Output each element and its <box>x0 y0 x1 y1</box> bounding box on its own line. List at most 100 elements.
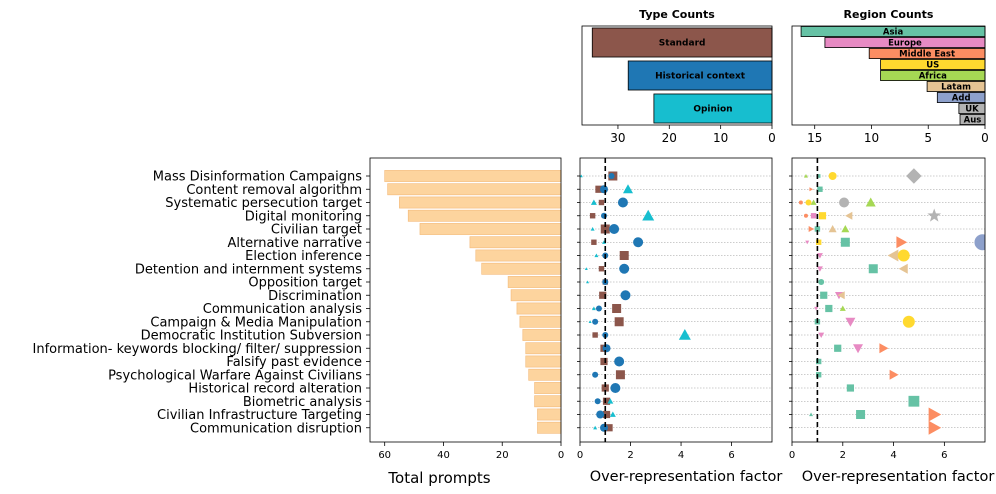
bar-civilian-target <box>419 223 562 235</box>
bar-content-removal-algorithm <box>387 183 562 196</box>
point-latam-row-6 <box>887 249 899 262</box>
point-uk-row-3 <box>927 208 942 222</box>
bar-mass-disinformation-campaigns <box>384 170 562 182</box>
point-asia-row-9 <box>820 291 828 299</box>
category-label-detention-and-internment-systems: Detention and internment systems <box>135 262 362 277</box>
category-label-alternative-narrative: Alternative narrative <box>228 236 363 251</box>
point-standard-row-3 <box>589 213 596 219</box>
point-standard-row-16 <box>601 384 609 392</box>
bar-civilian-infrastructure-targeting <box>537 408 562 421</box>
point-asia-row-7 <box>868 264 878 274</box>
point-us-row-0 <box>828 172 837 180</box>
point-latam-row-3 <box>845 211 853 220</box>
point-europe-row-7 <box>816 266 823 272</box>
point-historical-context-row-9 <box>620 290 631 301</box>
bar-communication-analysis <box>516 302 562 315</box>
points-group <box>798 168 985 435</box>
x-tick-label: 2 <box>840 450 846 461</box>
category-label-psychological-warfare-against-civilians: Psychological Warfare Against Civilians <box>108 368 362 383</box>
point-historical-context-row-5 <box>633 237 644 248</box>
bar-information-keywords-blocking-filter-suppression <box>525 342 562 355</box>
bar-alternative-narrative <box>469 236 562 249</box>
point-middle-east-row-15 <box>889 369 899 380</box>
bar-label-uk: UK <box>965 105 979 115</box>
bar-label-latam: Latam <box>941 83 971 93</box>
point-middle-east-row-19 <box>928 420 942 435</box>
category-label-democratic-institution-subversion: Democratic Institution Subversion <box>141 329 362 344</box>
point-opinion-row-17 <box>607 398 614 404</box>
category-label-election-inference: Election inference <box>245 249 362 264</box>
point-standard-row-11 <box>614 317 624 327</box>
point-opinion-row-6 <box>594 253 599 258</box>
category-label-opposition-target: Opposition target <box>248 276 362 291</box>
point-us-row-3 <box>818 212 827 220</box>
point-africa-row-2 <box>810 199 817 205</box>
point-standard-row-1 <box>595 185 603 193</box>
point-standard-row-4 <box>600 224 610 234</box>
bar-psychological-warfare-against-civilians <box>528 368 562 381</box>
bar-election-inference <box>475 249 562 262</box>
category-label-mass-disinformation-campaigns: Mass Disinformation Campaigns <box>153 170 362 185</box>
x-tick-label: 2 <box>627 450 633 461</box>
point-add-row-5 <box>974 234 985 251</box>
point-middle-east-row-3 <box>803 213 808 218</box>
bar-standard <box>591 27 773 58</box>
bar-digital-monitoring <box>407 209 562 222</box>
plot-frame <box>581 25 773 126</box>
type-overrepresentation-panel: 0 2 4 6 Over-representation factor <box>577 157 783 485</box>
bar-label-aus: Aus <box>964 116 982 126</box>
point-asia-row-17 <box>908 395 920 407</box>
category-label-systematic-persecution-target: Systematic persecution target <box>165 196 362 211</box>
plot-frame <box>579 157 773 443</box>
points-group <box>580 171 691 432</box>
point-opinion-row-0 <box>580 174 583 178</box>
bar-label-historical-context: Historical context <box>655 72 746 82</box>
category-label-digital-monitoring: Digital monitoring <box>245 209 362 224</box>
point-standard-row-12 <box>592 332 598 338</box>
bar-label-africa: Africa <box>919 72 947 82</box>
bar-campaign-media-manipulation <box>519 315 562 328</box>
point-asia-row-15 <box>815 372 822 378</box>
point-africa-row-10 <box>839 305 846 311</box>
x-tick-label: 6 <box>728 450 734 461</box>
point-standard-row-9 <box>599 291 607 299</box>
category-label-biometric-analysis: Biometric analysis <box>243 395 362 410</box>
category-label-civilian-target: Civilian target <box>271 223 362 238</box>
bar-label-standard: Standard <box>659 39 706 49</box>
point-historical-context-row-18 <box>596 410 605 419</box>
category-label-civilian-infrastructure-targeting: Civilian Infrastructure Targeting <box>157 408 362 423</box>
point-uk-row-0 <box>906 168 922 184</box>
bar-label-middle-east: Middle East <box>899 50 955 60</box>
point-asia-row-18 <box>856 410 866 419</box>
x-tick-label: 40 <box>437 450 450 461</box>
point-us-row-5 <box>815 239 822 245</box>
point-us-row-11 <box>902 315 915 328</box>
category-label-falsify-past-evidence: Falsify past evidence <box>226 355 362 370</box>
category-label-communication-analysis: Communication analysis <box>203 302 362 317</box>
point-standard-row-7 <box>598 266 605 272</box>
point-historical-context-row-13 <box>602 344 611 353</box>
bar-historical-record-alteration <box>534 382 562 394</box>
x-tick-label: 0 <box>981 131 989 145</box>
type-counts-panel: Standard Historical context Opinion 30 20 10 0… <box>581 8 776 145</box>
point-historical-context-row-4 <box>609 224 620 234</box>
x-axis-label: Over-representation factor <box>590 469 783 485</box>
point-asia-row-16 <box>846 384 855 392</box>
panel-title: Type Counts <box>639 8 715 21</box>
x-tick-label: 5 <box>924 131 932 145</box>
category-label-historical-record-alteration: Historical record alteration <box>188 382 362 397</box>
point-europe-row-11 <box>845 317 856 327</box>
bar-detention-and-internment-systems <box>481 262 562 275</box>
bar-label-us: US <box>926 61 939 71</box>
point-opinion-row-2 <box>590 199 597 205</box>
x-tick-label: 6 <box>941 450 947 461</box>
x-tick-label: 10 <box>864 131 879 145</box>
point-opinion-row-19 <box>593 425 598 430</box>
point-asia-row-13 <box>834 344 842 352</box>
point-opinion-row-11 <box>588 320 592 323</box>
bar-democratic-institution-subversion <box>522 329 562 341</box>
point-middle-east-row-5 <box>896 236 908 249</box>
point-standard-row-14 <box>600 357 608 366</box>
